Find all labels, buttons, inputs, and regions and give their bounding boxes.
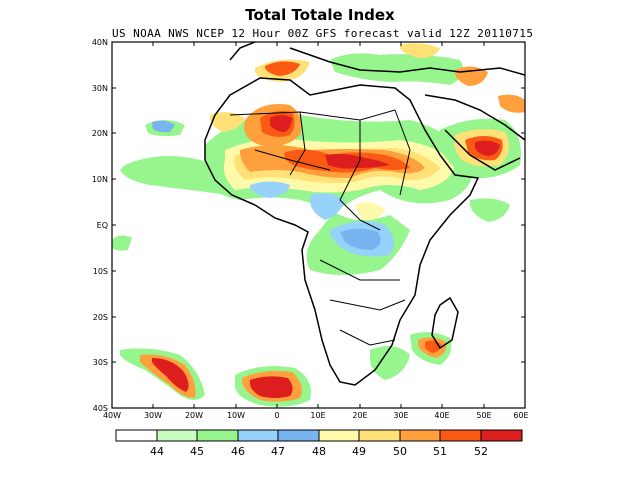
lon-tick-label: 10E [310,411,325,420]
coastlines [204,42,525,386]
lon-ticks: 40W 30W 20W 10W 0 10E 20E 30E 40E 50E 60… [103,42,529,420]
colorbar-label: 50 [393,445,407,458]
field-blob [250,181,290,198]
field-blob [475,140,500,156]
europe-coastline [229,42,525,76]
field-blob [270,115,292,132]
field-blob [470,198,510,222]
colorbar-cell [480,429,523,442]
lat-tick-label: 10N [92,175,108,184]
lon-tick-label: 30W [144,411,162,420]
map-subtitle: US NOAA NWS NCEP 12 Hour 00Z GFS forecas… [112,27,534,40]
colorbar-cell [156,429,198,442]
field-blob [210,112,245,132]
lat-tick-label: EQ [97,221,108,230]
lat-tick-label: 20N [92,129,108,138]
colorbar: 44 45 46 47 48 49 50 51 52 [115,429,523,458]
field-blob [325,154,390,169]
colorbar-label: 48 [312,445,326,458]
map-area [112,42,525,408]
colorbar-label: 51 [433,445,447,458]
field-blob [498,94,525,113]
colorbar-cell [115,429,158,442]
colorbar-label: 47 [271,445,285,458]
lon-tick-label: 20E [352,411,367,420]
field-blob [370,346,410,380]
field-blob [152,120,175,133]
lat-tick-label: 30N [92,84,108,93]
lat-tick-label: 20S [93,313,108,322]
field-blob [355,202,385,221]
colorbar-cell [439,429,482,442]
lat-tick-label: 40S [93,404,108,413]
lon-tick-label: 40W [103,411,121,420]
madagascar-coastline [431,296,459,350]
colorbar-label: 49 [352,445,366,458]
lat-tick-label: 10S [93,267,108,276]
colorbar-label: 46 [231,445,245,458]
colorbar-cell [196,429,239,442]
colorbar-cell [358,429,401,442]
field-blob [330,53,464,85]
colorbar-cell [318,429,360,442]
lat-tick-label: 40N [92,38,108,47]
field-blob [112,235,132,251]
field-blob [310,193,345,220]
lat-ticks: 40N 30N 20N 10N EQ 10S 20S 30S 40S [92,38,525,413]
lon-tick-label: 0 [274,411,279,420]
field-blob [400,43,440,58]
field-blob [250,376,293,398]
lon-tick-label: 10W [227,411,245,420]
borders [229,109,411,346]
arabia-coastline [424,94,525,171]
lon-tick-label: 60E [513,411,528,420]
field-blob [265,61,300,76]
lon-tick-label: 40E [434,411,449,420]
map-title: Total Totale Index [245,6,395,24]
lat-tick-label: 30S [93,358,108,367]
colorbar-cell [237,429,279,442]
colorbar-label: 44 [150,445,164,458]
colorbar-label: 52 [474,445,488,458]
field-blob [340,228,381,250]
colorbar-cell [277,429,320,442]
colorbar-label: 45 [190,445,204,458]
field-blob [152,358,189,392]
colorbar-cell [399,429,441,442]
africa-coastline [204,77,480,386]
lon-tick-label: 30E [393,411,408,420]
lon-tick-label: 20W [185,411,203,420]
lon-tick-label: 50E [476,411,491,420]
